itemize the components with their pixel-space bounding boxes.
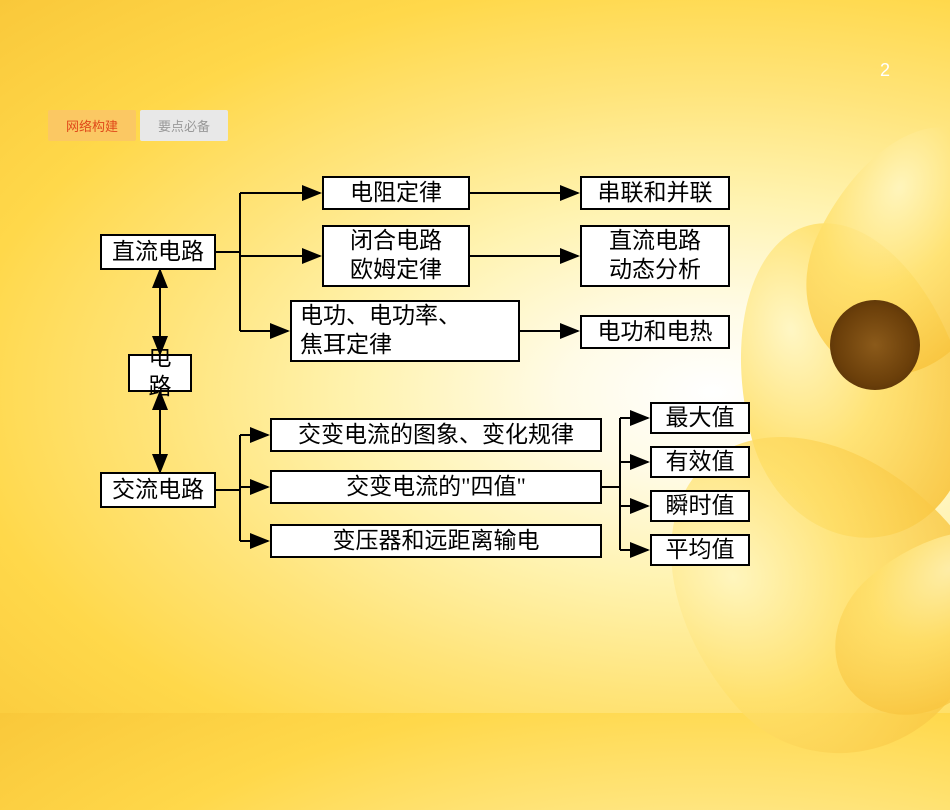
node-dc3r: 电功和电热 — [580, 315, 730, 349]
node-v1: 最大值 — [650, 402, 750, 434]
node-dc1: 电阻定律 — [322, 176, 470, 210]
tabs: 网络构建 要点必备 — [48, 110, 228, 141]
node-root: 电路 — [128, 354, 192, 392]
node-dc1r: 串联和并联 — [580, 176, 730, 210]
node-ac: 交流电路 — [100, 472, 216, 508]
concept-diagram: 电路 直流电路 交流电路 电阻定律 闭合电路 欧姆定律 电功、电功率、 焦耳定律… — [90, 170, 800, 590]
flower-center — [830, 300, 920, 390]
node-v3: 瞬时值 — [650, 490, 750, 522]
tab-keypoints[interactable]: 要点必备 — [140, 110, 228, 141]
node-dc3: 电功、电功率、 焦耳定律 — [290, 300, 520, 362]
page-number: 2 — [880, 60, 890, 81]
tab-network[interactable]: 网络构建 — [48, 110, 136, 141]
node-dc2r: 直流电路 动态分析 — [580, 225, 730, 287]
node-v4: 平均值 — [650, 534, 750, 566]
node-dc2: 闭合电路 欧姆定律 — [322, 225, 470, 287]
node-ac1: 交变电流的图象、变化规律 — [270, 418, 602, 452]
node-ac2: 交变电流的"四值" — [270, 470, 602, 504]
node-ac3: 变压器和远距离输电 — [270, 524, 602, 558]
node-dc: 直流电路 — [100, 234, 216, 270]
node-v2: 有效值 — [650, 446, 750, 478]
